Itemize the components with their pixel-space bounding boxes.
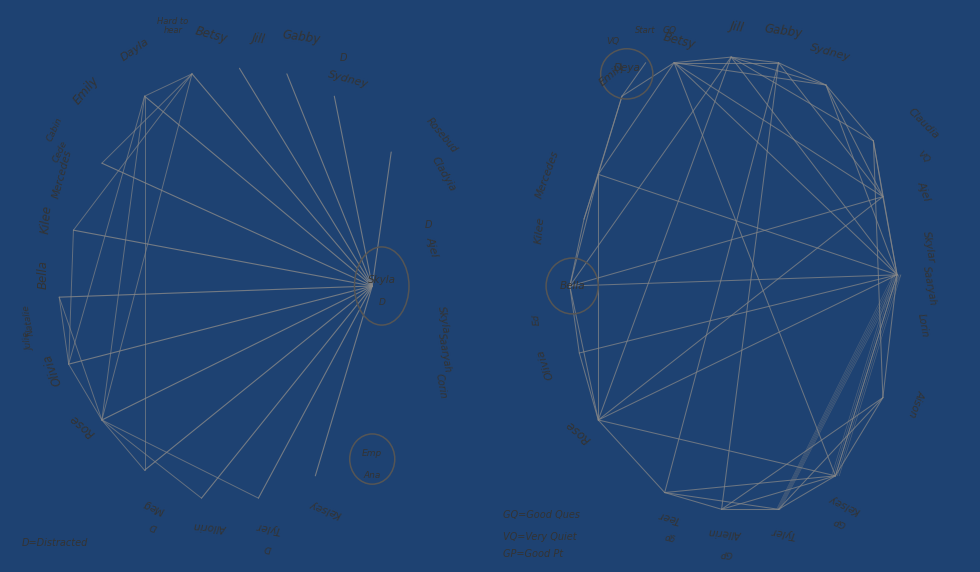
Text: Allorin: Allorin <box>194 521 227 533</box>
Text: Betsy: Betsy <box>662 30 697 51</box>
Text: Deya: Deya <box>613 63 640 73</box>
Text: Kelsey: Kelsey <box>828 492 862 516</box>
Text: GP=Good Pt: GP=Good Pt <box>504 549 564 559</box>
Text: Emp: Emp <box>363 449 382 458</box>
Text: Dayla: Dayla <box>119 36 151 63</box>
Text: Tyler: Tyler <box>770 526 797 541</box>
Text: D: D <box>424 220 432 229</box>
Text: GQ: GQ <box>662 26 676 35</box>
Text: gp: gp <box>663 531 676 543</box>
Text: Emily: Emily <box>72 74 102 107</box>
Text: Sydney: Sydney <box>809 42 852 63</box>
Text: Corin: Corin <box>434 373 448 400</box>
Text: Claudia: Claudia <box>906 107 941 141</box>
Text: Mercedes: Mercedes <box>534 149 561 200</box>
Text: Aison: Aison <box>906 388 926 418</box>
Text: Olivia: Olivia <box>535 348 556 381</box>
Text: Jill: Jill <box>251 31 266 46</box>
Text: Teer: Teer <box>658 509 681 525</box>
Text: Ajel: Ajel <box>916 180 933 202</box>
Text: Kilee: Kilee <box>39 204 55 234</box>
Text: D: D <box>378 298 385 307</box>
Text: Hard to
hear: Hard to hear <box>158 18 189 35</box>
Text: Natalie: Natalie <box>22 303 35 336</box>
Text: Sydney: Sydney <box>327 69 369 90</box>
Text: Rosebud: Rosebud <box>424 116 460 155</box>
Text: Julie: Julie <box>24 332 35 352</box>
Text: Ana: Ana <box>364 471 381 480</box>
Text: Skyla: Skyla <box>368 275 396 285</box>
Text: D: D <box>149 521 159 531</box>
Text: GP: GP <box>833 515 848 529</box>
Text: Gabby: Gabby <box>281 27 321 46</box>
Text: Emily: Emily <box>598 60 627 88</box>
Text: Ajel: Ajel <box>424 236 439 258</box>
Text: Bella: Bella <box>560 281 585 291</box>
Text: Lorin: Lorin <box>916 312 930 338</box>
Text: Mercedes: Mercedes <box>51 149 74 200</box>
Text: Cladyia: Cladyia <box>429 155 457 193</box>
Text: Start: Start <box>635 26 656 35</box>
Text: D: D <box>340 53 348 63</box>
Text: Skyla: Skyla <box>436 305 451 334</box>
Text: Gabby: Gabby <box>763 22 804 41</box>
Text: D: D <box>264 543 272 553</box>
Text: Skylar: Skylar <box>921 230 936 264</box>
Text: D=Distracted: D=Distracted <box>22 538 87 548</box>
Text: Betsy: Betsy <box>193 25 228 46</box>
Text: Saaryah: Saaryah <box>436 332 453 374</box>
Text: GP: GP <box>719 549 733 558</box>
Text: Bella: Bella <box>36 260 50 289</box>
Text: GQ=Good Ques: GQ=Good Ques <box>504 510 580 520</box>
Text: VQ: VQ <box>916 150 932 165</box>
Text: Kilee: Kilee <box>534 216 546 244</box>
Text: Olivia: Olivia <box>40 352 64 388</box>
Text: Jill: Jill <box>728 19 744 35</box>
Text: Tyler: Tyler <box>255 521 281 535</box>
Text: VQ=Very Quiet: VQ=Very Quiet <box>504 532 577 542</box>
Text: Saaryah: Saaryah <box>921 265 938 307</box>
Text: Allerin: Allerin <box>710 526 743 539</box>
Text: VQ: VQ <box>606 37 619 46</box>
Text: Cabin: Cabin <box>45 116 64 143</box>
Text: Meg: Meg <box>142 498 166 515</box>
Text: Kelsey: Kelsey <box>308 498 342 519</box>
Text: Cede: Cede <box>51 140 69 164</box>
Text: Rose: Rose <box>564 417 594 446</box>
Text: Ed: Ed <box>531 313 541 325</box>
Text: Rose: Rose <box>67 411 97 440</box>
